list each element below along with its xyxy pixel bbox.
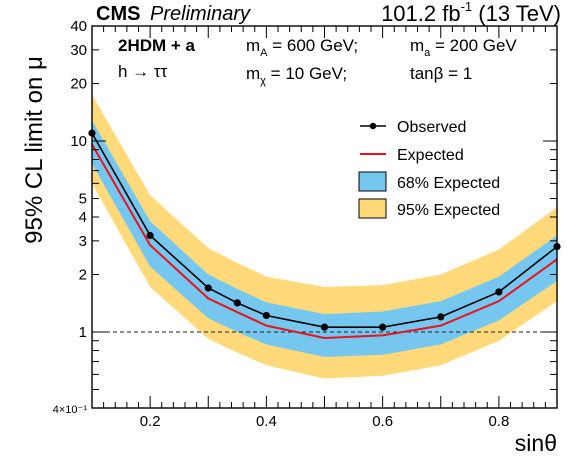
legend-68-label: 68% Expected — [397, 175, 500, 192]
lumi-label: 101.2 fb-1 (13 TeV) — [381, 0, 561, 26]
legend: Observed Expected 68% Expected 95% Expec… — [358, 119, 500, 219]
y-tick-label: 3 — [79, 233, 87, 250]
x-tick-label: 0.6 — [372, 413, 393, 430]
svg-text:CMS Preliminary: CMS Preliminary — [96, 3, 251, 25]
band-68 — [92, 120, 557, 357]
observed-point — [495, 288, 503, 296]
legend-expected-label: Expected — [397, 147, 464, 164]
observed-point — [437, 313, 445, 321]
observed-point — [233, 299, 241, 307]
param-ma: ma = 200 GeV — [410, 36, 517, 59]
observed-point — [204, 284, 212, 292]
observed-markers — [88, 129, 561, 331]
legend-95-label: 95% Expected — [397, 202, 500, 219]
param-mchi: mχ = 10 GeV; — [246, 64, 347, 87]
observed-point — [379, 323, 387, 331]
legend-observed-label: Observed — [397, 119, 466, 136]
y-tick-label: 4×10⁻¹ — [53, 404, 88, 416]
param-mA: mA = 600 GeV; — [246, 36, 358, 59]
experiment-label: CMS — [96, 3, 140, 25]
y-tick-label: 1 — [79, 324, 87, 341]
y-tick-label: 2 — [79, 266, 87, 283]
legend-95-swatch — [358, 198, 387, 219]
y-axis-title: 95% CL limit on μ — [21, 56, 48, 244]
channel-label: h → ττ — [118, 62, 168, 81]
observed-point — [262, 311, 270, 320]
legend-68-swatch — [358, 171, 387, 192]
x-tick-label: 0.2 — [140, 413, 161, 430]
y-tick-label: 10 — [70, 133, 87, 150]
x-axis-title: sinθ — [515, 430, 557, 456]
y-tick-label: 5 — [79, 190, 87, 207]
y-tick-label: 4 — [79, 209, 87, 226]
x-tick-label: 0.8 — [488, 413, 509, 430]
param-tanbeta: tanβ = 1 — [410, 64, 472, 83]
status-label: Preliminary — [150, 3, 251, 25]
x-tick-label: 0.4 — [256, 413, 277, 430]
model-name: 2HDM + a — [118, 36, 196, 55]
observed-limit-line — [91, 132, 558, 328]
legend-observed-marker — [369, 122, 377, 130]
observed-point — [146, 231, 154, 240]
y-axis-ticks: 4×10⁻¹ 1 2 3 4 5 10 20 30 40 — [53, 18, 557, 416]
uncertainty-bands — [92, 94, 557, 379]
y-tick-label: 40 — [70, 18, 87, 35]
expected-limit-line — [91, 143, 558, 340]
x-axis-ticks: 0.2 0.4 0.6 0.8 — [91, 26, 558, 430]
y-tick-label: 20 — [70, 75, 87, 92]
y-tick-label: 30 — [70, 42, 87, 59]
observed-point — [320, 323, 329, 331]
